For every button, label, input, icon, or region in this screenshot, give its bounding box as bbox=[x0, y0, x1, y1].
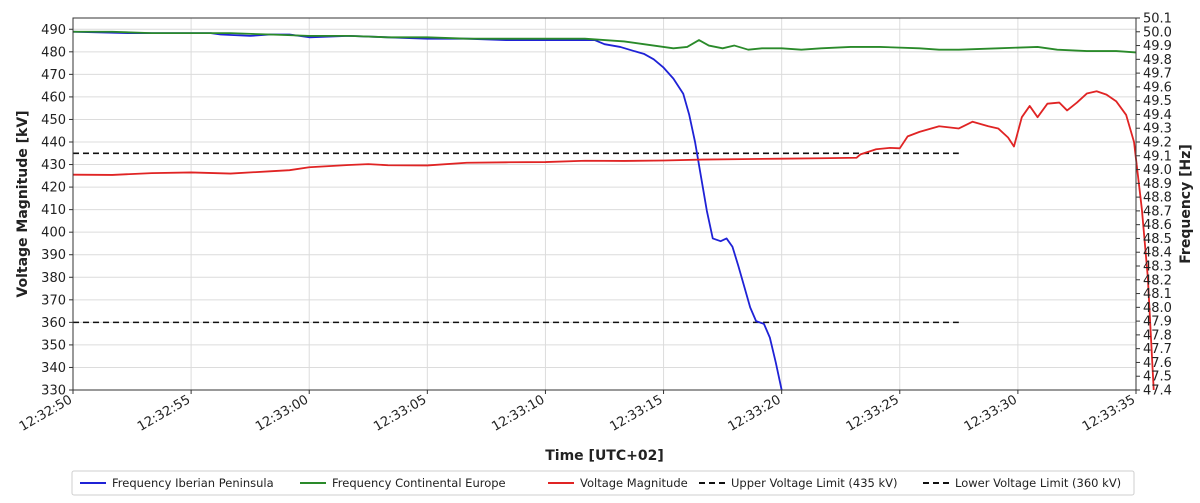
legend-label: Voltage Magnitude bbox=[580, 476, 688, 490]
y-right-tick-label: 47.6 bbox=[1143, 356, 1172, 371]
y-left-tick-label: 330 bbox=[41, 384, 66, 399]
y-right-tick-label: 48.9 bbox=[1143, 177, 1172, 192]
y-right-tick-label: 50.0 bbox=[1143, 25, 1172, 40]
y-left-tick-label: 340 bbox=[41, 361, 66, 376]
y-axis-left-title: Voltage Magnitude [kV] bbox=[15, 110, 31, 297]
x-axis-title: Time [UTC+02] bbox=[545, 448, 664, 464]
y-left-tick-label: 420 bbox=[41, 181, 66, 196]
plot-frame bbox=[72, 17, 1137, 391]
y-right-tick-label: 48.7 bbox=[1143, 204, 1172, 219]
x-tick-label: 12:33:20 bbox=[726, 392, 784, 434]
y-left-tick-label: 370 bbox=[41, 293, 66, 308]
y-right-tick-label: 48.0 bbox=[1143, 301, 1172, 316]
y-right-tick-label: 48.5 bbox=[1143, 232, 1172, 247]
y-left-tick-label: 400 bbox=[41, 226, 66, 241]
x-axis-ticks: 12:32:50 12:32:55 12:33:00 12:33:05 12:33:10… bbox=[17, 390, 1138, 435]
y-right-tick-label: 49.9 bbox=[1143, 39, 1172, 54]
y-right-tick-label: 49.4 bbox=[1143, 108, 1172, 123]
legend: Frequency Iberian Peninsula Frequency Con… bbox=[71, 470, 1135, 496]
y-left-tick-label: 450 bbox=[41, 113, 66, 128]
x-tick-label: 12:33:05 bbox=[371, 392, 429, 434]
y-left-tick-label: 360 bbox=[41, 316, 66, 331]
y-right-tick-label: 48.6 bbox=[1143, 218, 1172, 233]
y-axis-right-ticks: 47.447.547.647.747.847.948.048.148.248.3… bbox=[1136, 12, 1172, 399]
y-right-tick-label: 49.5 bbox=[1143, 94, 1172, 109]
y-left-tick-label: 390 bbox=[41, 248, 66, 263]
y-left-tick-label: 440 bbox=[41, 136, 66, 151]
y-right-tick-label: 49.3 bbox=[1143, 122, 1172, 137]
y-left-tick-label: 490 bbox=[41, 23, 66, 38]
y-right-tick-label: 47.8 bbox=[1143, 328, 1172, 343]
y-right-tick-label: 48.3 bbox=[1143, 260, 1172, 275]
y-left-tick-label: 430 bbox=[41, 158, 66, 173]
y-right-tick-label: 47.7 bbox=[1143, 342, 1172, 357]
x-tick-label: 12:33:00 bbox=[253, 392, 311, 434]
y-left-tick-label: 350 bbox=[41, 338, 66, 353]
y-right-tick-label: 50.1 bbox=[1143, 12, 1172, 27]
y-right-tick-label: 49.2 bbox=[1143, 136, 1172, 151]
legend-label: Frequency Iberian Peninsula bbox=[112, 476, 274, 490]
y-right-tick-label: 48.2 bbox=[1143, 273, 1172, 288]
x-tick-label: 12:33:30 bbox=[962, 392, 1020, 434]
legend-label: Frequency Continental Europe bbox=[332, 476, 506, 490]
y-right-tick-label: 49.6 bbox=[1143, 80, 1172, 95]
y-left-tick-label: 460 bbox=[41, 90, 66, 105]
y-right-tick-label: 47.5 bbox=[1143, 370, 1172, 385]
y-axis-right-title: Frequency [Hz] bbox=[1178, 144, 1194, 263]
x-tick-label: 12:32:50 bbox=[17, 392, 75, 434]
x-tick-label: 12:33:10 bbox=[489, 392, 547, 434]
y-left-tick-label: 410 bbox=[41, 203, 66, 218]
grid bbox=[72, 18, 1137, 391]
series-lines bbox=[72, 30, 1155, 391]
y-axis-left-ticks: 330 340 350 360 370 380 390 400 410 420 430 440 450 4… bbox=[41, 23, 73, 399]
y-right-tick-label: 48.8 bbox=[1143, 191, 1172, 206]
x-tick-label: 12:33:35 bbox=[1080, 392, 1138, 434]
y-left-tick-label: 380 bbox=[41, 271, 66, 286]
y-right-tick-label: 49.8 bbox=[1143, 53, 1172, 68]
limit-lines bbox=[73, 152, 959, 324]
x-tick-label: 12:33:15 bbox=[607, 392, 665, 434]
legend-box bbox=[71, 470, 1135, 496]
series-line-voltage-magnitude bbox=[72, 90, 1155, 391]
legend-label: Upper Voltage Limit (435 kV) bbox=[731, 476, 898, 490]
y-right-tick-label: 47.4 bbox=[1143, 384, 1172, 399]
x-tick-label: 12:33:25 bbox=[844, 392, 902, 434]
x-tick-label: 12:32:55 bbox=[135, 392, 193, 434]
y-right-tick-label: 47.9 bbox=[1143, 315, 1172, 330]
y-left-tick-label: 480 bbox=[41, 45, 66, 60]
y-right-tick-label: 49.1 bbox=[1143, 149, 1172, 164]
y-right-tick-label: 48.1 bbox=[1143, 287, 1172, 302]
legend-label: Lower Voltage Limit (360 kV) bbox=[955, 476, 1121, 490]
y-right-tick-label: 48.4 bbox=[1143, 246, 1172, 261]
y-right-tick-label: 49.0 bbox=[1143, 163, 1172, 178]
y-right-tick-label: 49.7 bbox=[1143, 67, 1172, 82]
y-left-tick-label: 470 bbox=[41, 68, 66, 83]
series-line-frequency-continental-europe bbox=[73, 30, 1137, 54]
